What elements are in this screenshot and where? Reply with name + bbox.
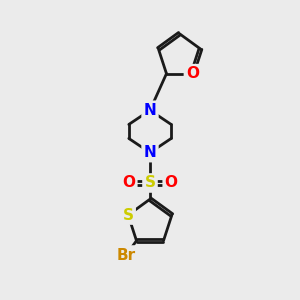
Text: O: O — [165, 176, 178, 190]
Text: N: N — [144, 145, 156, 160]
Text: S: S — [123, 208, 134, 223]
Text: O: O — [186, 66, 199, 81]
Text: Br: Br — [117, 248, 136, 262]
Text: N: N — [144, 103, 156, 118]
Text: O: O — [122, 176, 135, 190]
Text: S: S — [145, 176, 155, 190]
